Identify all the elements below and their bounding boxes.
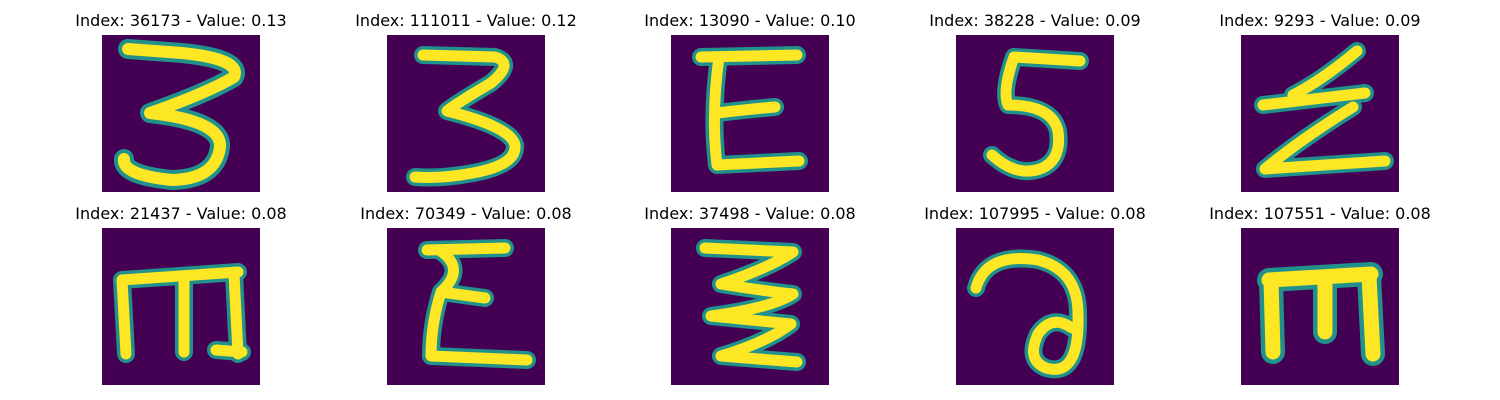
cell-title: Index: 13090 - Value: 0.10	[644, 11, 856, 30]
cell-title: Index: 111011 - Value: 0.12	[355, 11, 577, 30]
grid-cell: Index: 107995 - Value: 0.08	[885, 193, 1185, 385]
digit-image	[1241, 35, 1399, 192]
cell-title: Index: 107995 - Value: 0.08	[924, 204, 1146, 223]
digit-image	[387, 35, 545, 192]
glyph-3-drawing	[406, 46, 524, 187]
cell-title: Index: 70349 - Value: 0.08	[360, 204, 572, 223]
grid-cell: Index: 36173 - Value: 0.13	[31, 0, 331, 192]
grid-cell: Index: 70349 - Value: 0.08	[316, 193, 616, 385]
grid-cell: Index: 9293 - Value: 0.09	[1170, 0, 1470, 192]
cell-title: Index: 37498 - Value: 0.08	[644, 204, 856, 223]
grid-cell: Index: 111011 - Value: 0.12	[316, 0, 616, 192]
digit-image	[956, 35, 1114, 192]
glyph-z-strike-drawing	[1254, 42, 1394, 178]
glyph-E-curly-drawing	[418, 239, 536, 369]
cell-title: Index: 9293 - Value: 0.09	[1219, 11, 1421, 30]
grid-cell: Index: 38228 - Value: 0.09	[885, 0, 1185, 192]
digit-image	[1241, 228, 1399, 385]
cell-title: Index: 107551 - Value: 0.08	[1209, 204, 1431, 223]
cell-title: Index: 21437 - Value: 0.08	[75, 204, 287, 223]
glyph-a-loop-drawing	[967, 249, 1088, 379]
glyph-m-block-drawing	[1257, 262, 1385, 366]
digit-image	[671, 228, 829, 385]
grid-cell: Index: 21437 - Value: 0.08	[31, 193, 331, 385]
glyph-E-drawing	[692, 46, 808, 174]
digit-image	[671, 35, 829, 192]
digit-image	[956, 228, 1114, 385]
grid-cell: Index: 13090 - Value: 0.10	[600, 0, 900, 192]
glyph-5-drawing	[983, 48, 1089, 181]
grid-cell: Index: 37498 - Value: 0.08	[600, 193, 900, 385]
digit-image	[387, 228, 545, 385]
cell-title: Index: 38228 - Value: 0.09	[929, 11, 1141, 30]
digit-image	[102, 228, 260, 385]
cell-title: Index: 36173 - Value: 0.13	[75, 11, 287, 30]
grid-cell: Index: 107551 - Value: 0.08	[1170, 193, 1470, 385]
glyph-m-drawing	[113, 263, 251, 363]
glyph-3-wide-drawing	[114, 39, 245, 190]
glyph-3-zigzag-drawing	[696, 239, 806, 371]
digit-image	[102, 35, 260, 192]
